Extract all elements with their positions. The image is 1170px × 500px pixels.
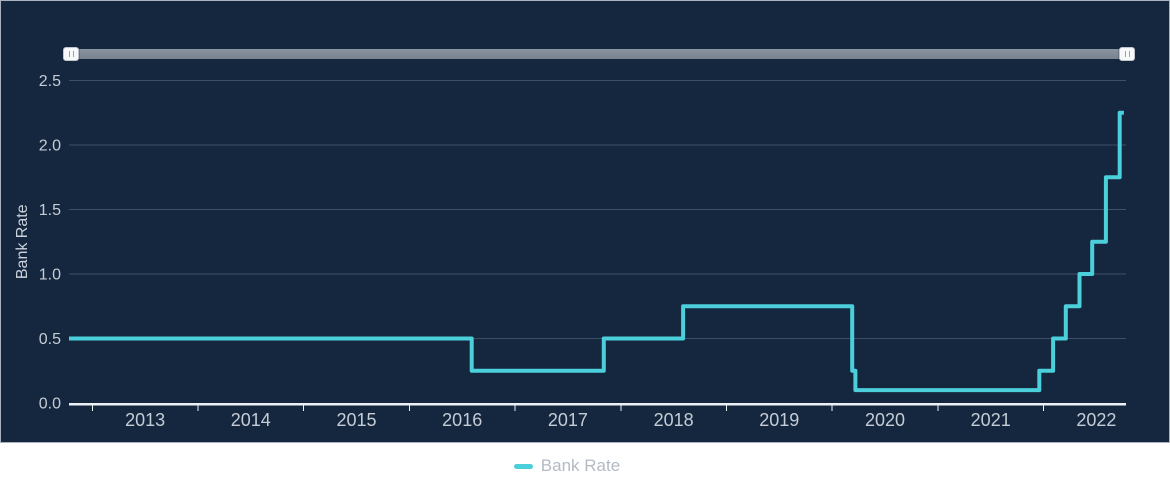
x-tick-label: 2015: [336, 410, 376, 430]
legend-label: Bank Rate: [540, 456, 621, 475]
x-tick-label: 2016: [442, 410, 482, 430]
x-tick-label: 2020: [865, 410, 905, 430]
range-slider-track[interactable]: [71, 49, 1127, 59]
range-end-handle[interactable]: [1119, 47, 1135, 61]
grip-icon: [68, 51, 74, 57]
x-tick-label: 2018: [654, 410, 694, 430]
x-tick-label: 2017: [548, 410, 588, 430]
x-tick-label: 2013: [125, 410, 165, 430]
y-tick-label: 0.5: [39, 331, 61, 348]
y-tick-label: 1.0: [39, 267, 61, 284]
grip-icon: [1124, 51, 1130, 57]
x-tick-label: 2014: [231, 410, 271, 430]
chart-panel: 0.0 0.5 1.0 1.5 2.0 2.5 2013 2014 2015 2016 2017 20…: [0, 0, 1170, 443]
legend: Bank Rate: [0, 443, 1170, 500]
x-tick-label: 2021: [971, 410, 1011, 430]
legend-item-bank-rate[interactable]: Bank Rate: [513, 456, 621, 476]
plot-area[interactable]: 0.0 0.5 1.0 1.5 2.0 2.5 2013 2014 2015 2016 2017 20…: [1, 1, 1170, 443]
y-tick-label: 0.0: [39, 396, 61, 413]
y-tick-label: 2.5: [39, 73, 61, 90]
y-axis-title: Bank Rate: [14, 204, 31, 279]
series-line-icon: [513, 463, 533, 469]
x-tick-label: 2022: [1076, 410, 1116, 430]
range-start-handle[interactable]: [63, 47, 79, 61]
y-tick-label: 1.5: [39, 202, 61, 219]
series-line: [69, 110, 1124, 393]
y-tick-label: 2.0: [39, 138, 61, 155]
range-navigator: [1, 1, 1170, 67]
x-tick-label: 2019: [759, 410, 799, 430]
